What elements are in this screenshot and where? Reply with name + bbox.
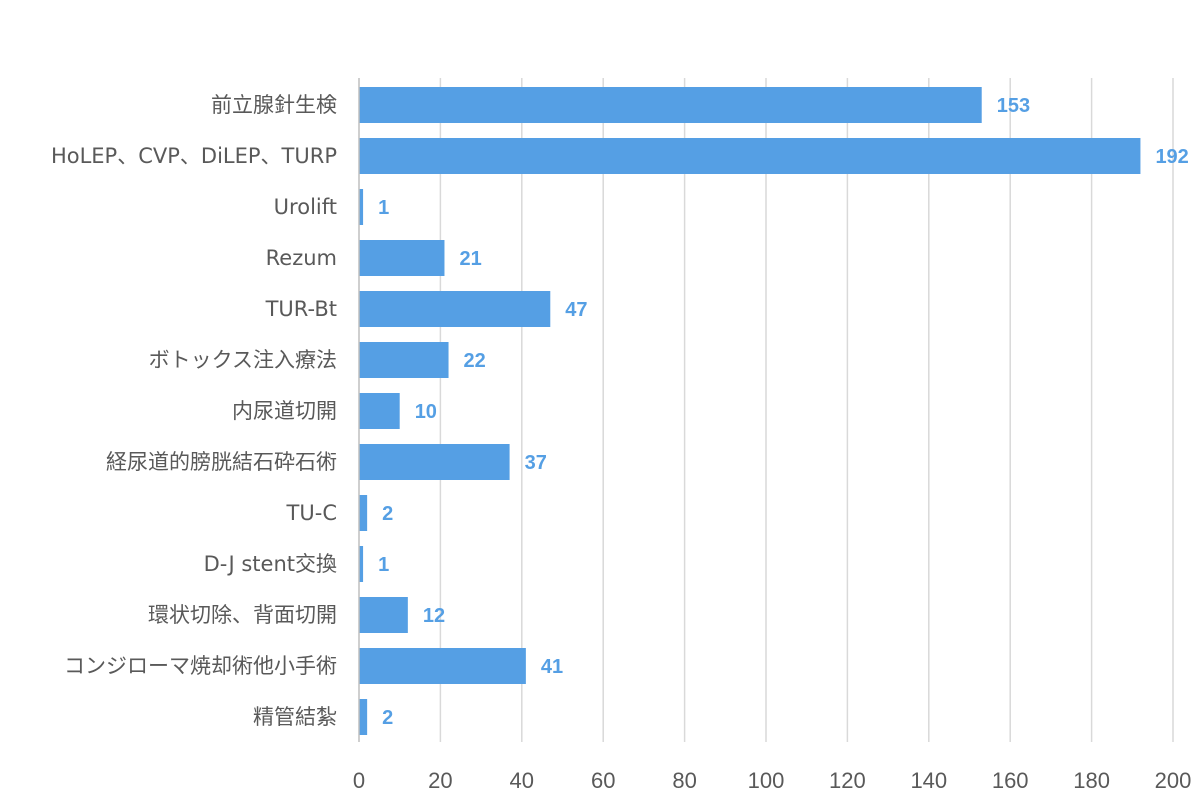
value-label: 22	[464, 350, 486, 372]
category-label: D-J stent交換	[204, 552, 337, 576]
value-label: 1	[378, 554, 389, 576]
bar	[359, 495, 368, 531]
category-label: Rezum	[266, 246, 337, 270]
category-label: コンジローマ焼却術他小手術	[64, 654, 337, 678]
x-tick-label: 60	[591, 768, 615, 793]
gridlines	[439, 78, 1174, 742]
value-label: 10	[415, 401, 437, 423]
bar	[359, 648, 526, 684]
value-label: 153	[997, 95, 1030, 117]
value-label: 2	[382, 503, 393, 525]
x-tick-label: 200	[1155, 768, 1192, 793]
category-label: Urolift	[274, 195, 337, 219]
x-tick-label: 80	[672, 768, 696, 793]
value-label: 192	[1155, 146, 1188, 168]
x-tick-label: 120	[829, 768, 866, 793]
x-tick-label: 140	[910, 768, 947, 793]
bar	[359, 393, 400, 429]
x-tick-label: 40	[510, 768, 534, 793]
category-label: TUR-Bt	[265, 297, 337, 321]
value-label: 21	[459, 248, 481, 270]
bar	[359, 597, 408, 633]
bar	[359, 138, 1141, 174]
category-label: ボトックス注入療法	[149, 348, 337, 372]
category-label: 環状切除、背面切開	[148, 603, 337, 627]
bar	[359, 240, 445, 276]
value-label: 12	[423, 605, 445, 627]
category-label: 内尿道切開	[232, 399, 337, 423]
bar	[359, 342, 449, 378]
bar	[359, 699, 368, 735]
bar	[359, 291, 551, 327]
value-label: 1	[378, 197, 389, 219]
x-tick-label: 0	[353, 768, 365, 793]
bar	[359, 87, 982, 123]
bar	[359, 189, 364, 225]
x-tick-label: 20	[428, 768, 452, 793]
category-label: HoLEP、CVP、DiLEP、TURP	[51, 144, 337, 168]
bars	[359, 87, 1141, 735]
value-label: 37	[525, 452, 547, 474]
x-tick-label: 100	[748, 768, 785, 793]
value-label: 47	[565, 299, 587, 321]
category-label: 前立腺針生検	[211, 93, 337, 117]
x-tick-label: 180	[1073, 768, 1110, 793]
bar	[359, 444, 510, 480]
bar	[359, 546, 364, 582]
x-tick-labels: 0 20 40 60 80 100 120 140 160 180 200	[353, 768, 1191, 793]
value-label: 41	[541, 656, 563, 678]
category-labels: 前立腺針生検 HoLEP、CVP、DiLEP、TURP Urolift Rezum TU…	[51, 93, 337, 729]
x-tick-label: 160	[992, 768, 1029, 793]
category-label: TU-C	[286, 501, 337, 525]
category-label: 経尿道的膀胱結石砕石術	[106, 450, 337, 474]
value-label: 2	[382, 707, 393, 729]
category-label: 精管結紮	[253, 705, 337, 729]
